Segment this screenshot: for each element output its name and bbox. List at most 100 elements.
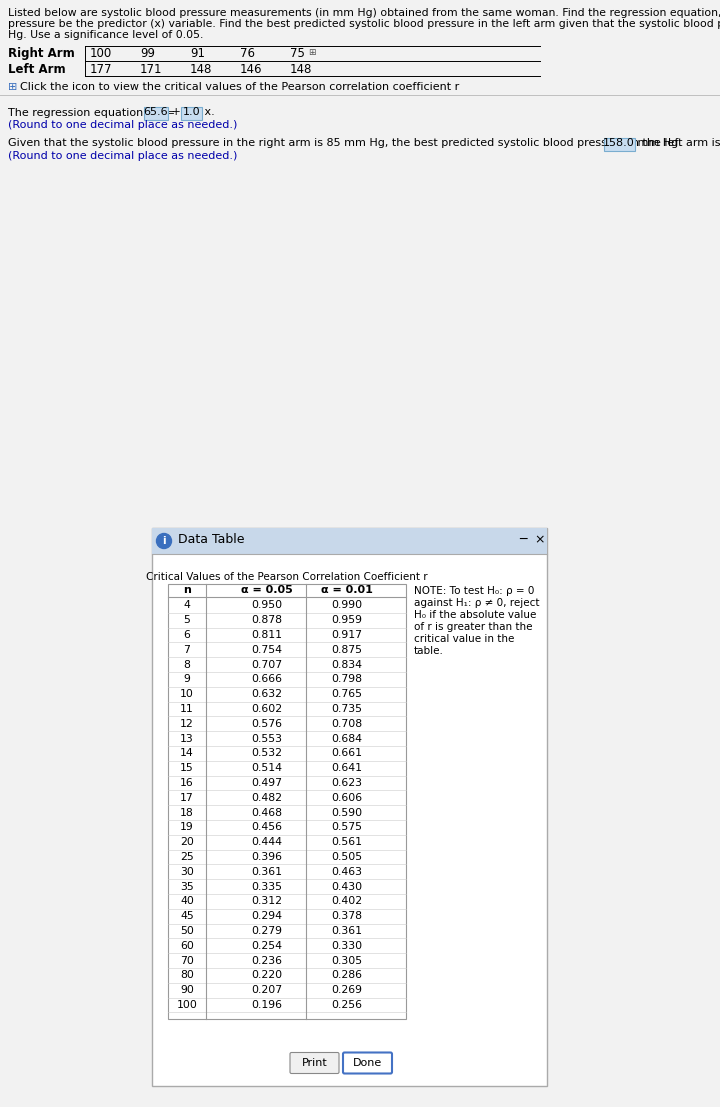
Text: 0.430: 0.430 — [331, 881, 363, 891]
Text: +: + — [168, 107, 184, 117]
Text: α = 0.05: α = 0.05 — [241, 584, 293, 594]
Bar — [168, 584, 406, 1020]
Text: 0.514: 0.514 — [251, 763, 282, 773]
Circle shape — [156, 534, 171, 548]
Text: Right Arm: Right Arm — [8, 46, 75, 60]
Text: 0.959: 0.959 — [331, 615, 362, 625]
FancyBboxPatch shape — [144, 106, 168, 120]
Text: 0.666: 0.666 — [251, 674, 282, 684]
Text: 0.606: 0.606 — [331, 793, 363, 803]
Text: pressure be the predictor (x) variable. Find the best predicted systolic blood p: pressure be the predictor (x) variable. … — [8, 19, 720, 29]
Text: 0.236: 0.236 — [251, 955, 282, 965]
Text: 7: 7 — [184, 644, 190, 655]
Text: 146: 146 — [240, 63, 263, 76]
Text: 0.456: 0.456 — [251, 823, 282, 832]
Text: 0.990: 0.990 — [331, 600, 363, 610]
Text: 18: 18 — [180, 808, 194, 818]
Text: 0.286: 0.286 — [331, 971, 362, 981]
Text: 0.623: 0.623 — [331, 778, 362, 788]
Text: 40: 40 — [180, 897, 194, 907]
Text: 0.396: 0.396 — [251, 852, 282, 862]
Text: 0.305: 0.305 — [331, 955, 363, 965]
Text: Done: Done — [353, 1058, 382, 1068]
Text: ⊞: ⊞ — [8, 82, 17, 92]
Text: 0.468: 0.468 — [251, 808, 282, 818]
Text: mm Hg.: mm Hg. — [634, 138, 682, 148]
Text: ⊞: ⊞ — [308, 48, 315, 56]
Bar — [152, 528, 547, 1086]
Text: against H₁: ρ ≠ 0, reject: against H₁: ρ ≠ 0, reject — [414, 598, 539, 608]
Text: 148: 148 — [190, 63, 212, 76]
Text: 0.798: 0.798 — [331, 674, 362, 684]
Text: 0.632: 0.632 — [251, 690, 282, 700]
Text: 0.811: 0.811 — [251, 630, 282, 640]
Text: 13: 13 — [180, 734, 194, 744]
Text: (Round to one decimal place as needed.): (Round to one decimal place as needed.) — [8, 120, 238, 130]
Text: 30: 30 — [180, 867, 194, 877]
Text: H₀ if the absolute value: H₀ if the absolute value — [414, 610, 536, 620]
Text: 0.196: 0.196 — [251, 1000, 282, 1010]
Text: 15: 15 — [180, 763, 194, 773]
Text: ×: × — [534, 532, 544, 546]
Text: 10: 10 — [180, 690, 194, 700]
Text: The regression equation is ŷ=: The regression equation is ŷ= — [8, 107, 179, 118]
Text: 14: 14 — [180, 748, 194, 758]
Text: 12: 12 — [180, 718, 194, 728]
Text: 0.312: 0.312 — [251, 897, 282, 907]
Text: 19: 19 — [180, 823, 194, 832]
Text: Hg. Use a significance level of 0.05.: Hg. Use a significance level of 0.05. — [8, 30, 203, 40]
Text: 90: 90 — [180, 985, 194, 995]
Text: 0.361: 0.361 — [331, 925, 362, 937]
Text: 35: 35 — [180, 881, 194, 891]
Text: 0.834: 0.834 — [331, 660, 362, 670]
Text: 0.575: 0.575 — [331, 823, 362, 832]
Text: 0.602: 0.602 — [251, 704, 282, 714]
Text: 20: 20 — [180, 837, 194, 847]
Text: α = 0.01: α = 0.01 — [321, 584, 373, 594]
FancyBboxPatch shape — [603, 137, 634, 151]
Text: NOTE: To test H₀: ρ = 0: NOTE: To test H₀: ρ = 0 — [414, 586, 534, 596]
Text: Click the icon to view the critical values of the Pearson correlation coefficien: Click the icon to view the critical valu… — [20, 82, 459, 92]
Text: 11: 11 — [180, 704, 194, 714]
Text: 177: 177 — [90, 63, 112, 76]
Text: 50: 50 — [180, 925, 194, 937]
Text: 91: 91 — [190, 46, 205, 60]
Text: 8: 8 — [184, 660, 190, 670]
Text: 0.294: 0.294 — [251, 911, 282, 921]
FancyBboxPatch shape — [290, 1053, 339, 1074]
Text: 0.917: 0.917 — [331, 630, 362, 640]
Text: 45: 45 — [180, 911, 194, 921]
Text: 0.735: 0.735 — [331, 704, 362, 714]
Text: 0.220: 0.220 — [251, 971, 282, 981]
Text: of r is greater than the: of r is greater than the — [414, 622, 533, 632]
Text: Left Arm: Left Arm — [8, 63, 66, 76]
Text: 0.641: 0.641 — [331, 763, 362, 773]
Text: 0.330: 0.330 — [331, 941, 363, 951]
Text: critical value in the: critical value in the — [414, 634, 514, 644]
Text: Critical Values of the Pearson Correlation Coefficient r: Critical Values of the Pearson Correlati… — [146, 572, 428, 582]
Text: x.: x. — [201, 107, 215, 117]
Text: Print: Print — [302, 1058, 328, 1068]
Text: 99: 99 — [140, 46, 155, 60]
Text: 0.561: 0.561 — [331, 837, 362, 847]
Text: 0.482: 0.482 — [251, 793, 282, 803]
FancyBboxPatch shape — [343, 1053, 392, 1074]
Text: 25: 25 — [180, 852, 194, 862]
Text: Data Table: Data Table — [178, 532, 245, 546]
Text: Given that the systolic blood pressure in the right arm is 85 mm Hg, the best pr: Given that the systolic blood pressure i… — [8, 138, 720, 148]
Text: 65.6: 65.6 — [144, 107, 168, 117]
Text: 171: 171 — [140, 63, 163, 76]
Text: 60: 60 — [180, 941, 194, 951]
Text: 158.0: 158.0 — [603, 138, 635, 148]
Text: 70: 70 — [180, 955, 194, 965]
Text: 16: 16 — [180, 778, 194, 788]
Text: 0.497: 0.497 — [251, 778, 282, 788]
Text: 0.335: 0.335 — [251, 881, 282, 891]
Text: 5: 5 — [184, 615, 190, 625]
Text: 76: 76 — [240, 46, 255, 60]
Text: 0.661: 0.661 — [331, 748, 362, 758]
Text: 0.878: 0.878 — [251, 615, 282, 625]
Text: table.: table. — [414, 646, 444, 656]
Text: 6: 6 — [184, 630, 190, 640]
Text: 17: 17 — [180, 793, 194, 803]
